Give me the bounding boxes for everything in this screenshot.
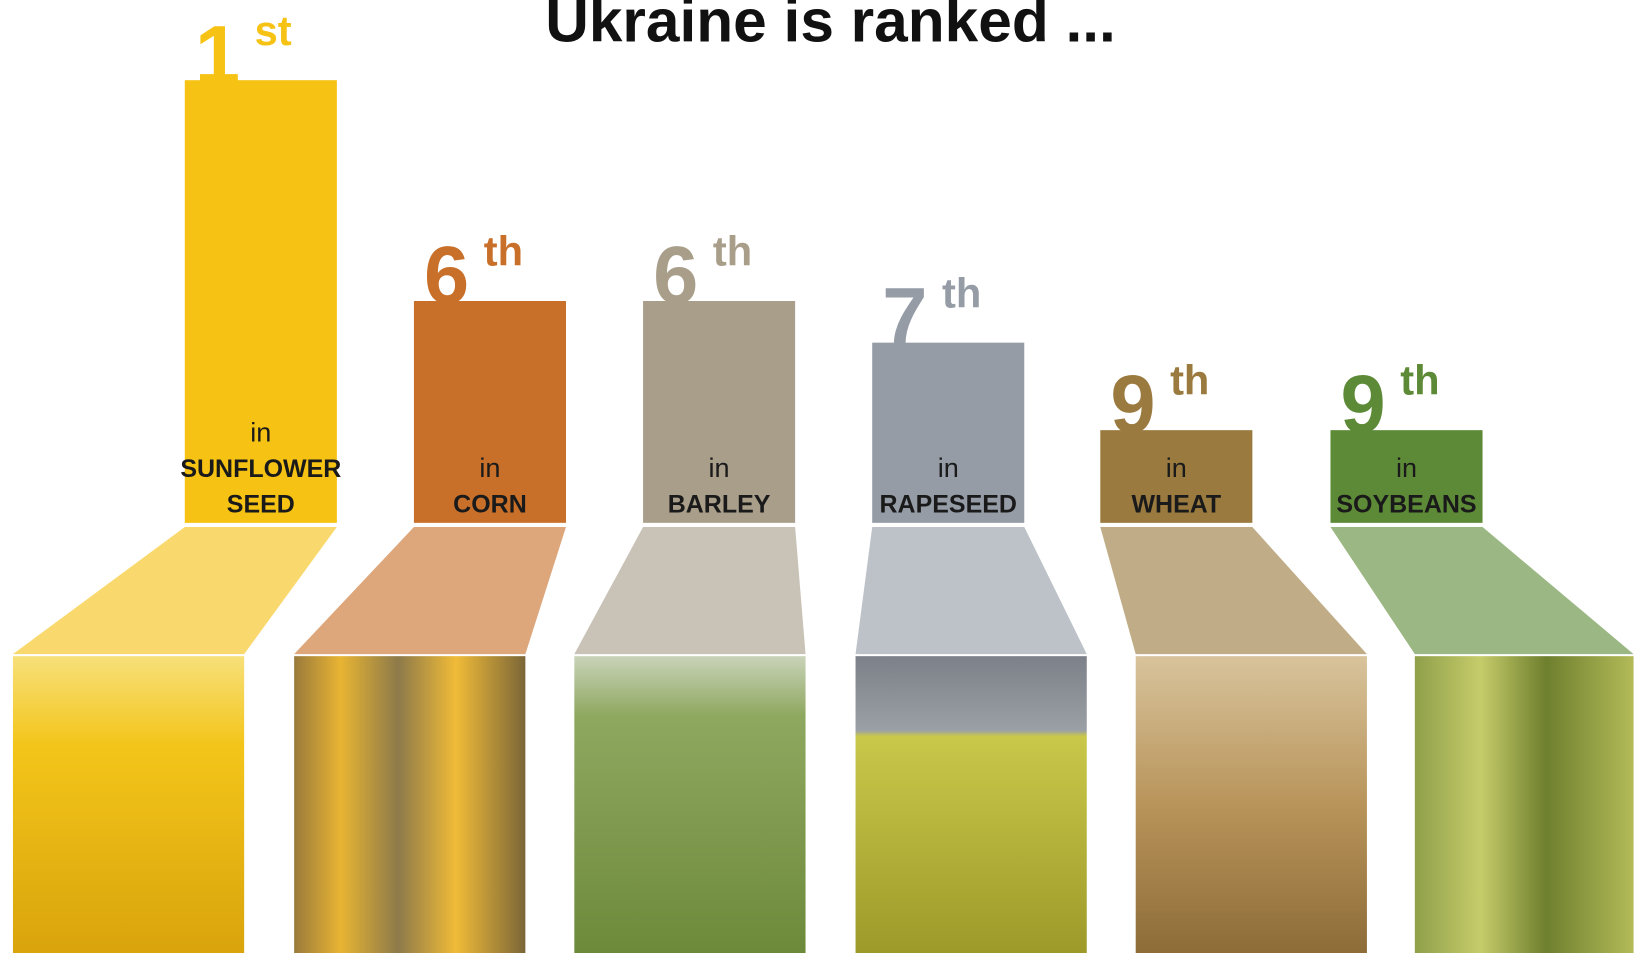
rank-suffix: th bbox=[713, 228, 752, 275]
crop-name: SOYBEANS bbox=[1336, 490, 1476, 518]
prefix: in bbox=[479, 452, 500, 483]
prefix: in bbox=[709, 452, 730, 483]
crop-name: WHEAT bbox=[1131, 490, 1221, 518]
rank-suffix: st bbox=[255, 7, 292, 54]
rank-suffix: th bbox=[942, 269, 981, 316]
crop-photo bbox=[856, 656, 1087, 953]
crop-photo bbox=[574, 656, 805, 953]
crop-name: BARLEY bbox=[668, 490, 771, 518]
prefix: in bbox=[1396, 452, 1417, 483]
prefix: in bbox=[250, 417, 271, 448]
crop-name: SUNFLOWER bbox=[180, 455, 341, 483]
funnel bbox=[1330, 527, 1633, 654]
crop-photo bbox=[1136, 656, 1367, 953]
rank-number: 9 bbox=[1110, 359, 1155, 450]
rank-number: 1 bbox=[195, 9, 240, 100]
rank-number: 6 bbox=[424, 230, 469, 321]
infographic: Ukraine is ranked ... 1 st in SUNFLOWER SEED… bbox=[0, 0, 1634, 953]
page: Ukraine is ranked ... 1 st in SUNFLOWER SEED… bbox=[0, 0, 1634, 953]
rank-number: 7 bbox=[882, 272, 927, 363]
title: Ukraine is ranked ... bbox=[545, 0, 1116, 55]
crop-name: RAPESEED bbox=[880, 490, 1017, 518]
crop-name: SEED bbox=[227, 490, 295, 518]
rank-suffix: th bbox=[1400, 357, 1439, 404]
prefix: in bbox=[938, 452, 959, 483]
rank-number: 9 bbox=[1341, 359, 1386, 450]
rank-suffix: th bbox=[484, 228, 523, 275]
crop-photo bbox=[1415, 656, 1634, 953]
prefix: in bbox=[1166, 452, 1187, 483]
crop-photo bbox=[13, 656, 244, 953]
funnel bbox=[1100, 527, 1367, 654]
funnel bbox=[294, 527, 566, 654]
rank-suffix: th bbox=[1170, 357, 1209, 404]
crop-photo bbox=[294, 656, 525, 953]
crop-name: CORN bbox=[453, 490, 527, 518]
funnel bbox=[856, 527, 1087, 654]
funnel bbox=[574, 527, 805, 654]
funnel bbox=[13, 527, 337, 654]
rank-number: 6 bbox=[653, 230, 698, 321]
